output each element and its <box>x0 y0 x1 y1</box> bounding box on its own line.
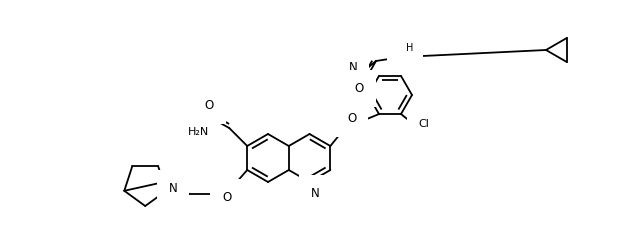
Text: N: N <box>169 182 178 195</box>
Text: N: N <box>399 37 408 50</box>
Text: H₂N: H₂N <box>188 127 209 137</box>
Text: O: O <box>355 82 364 95</box>
Text: O: O <box>205 99 214 112</box>
Text: Cl: Cl <box>418 119 429 129</box>
Text: O: O <box>347 112 356 125</box>
Text: O: O <box>222 191 231 204</box>
Text: H: H <box>406 43 414 53</box>
Text: N: N <box>311 187 319 200</box>
Text: N: N <box>348 61 357 74</box>
